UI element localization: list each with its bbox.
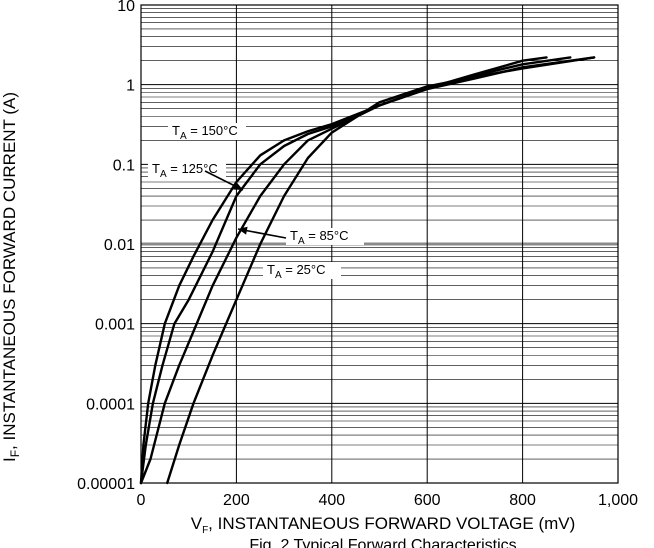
annotation-1: TA = 150°C: [168, 123, 246, 142]
annotation-rest: = 85°C: [305, 228, 349, 243]
x-tick-labels: 0 200 400 600 800 1,000: [137, 492, 639, 509]
y-tick-label: 1: [126, 78, 135, 95]
annotation-main: T: [267, 262, 275, 277]
annotation-background: [263, 262, 341, 279]
y-axis-label-rest: , INSTANTANEOUS FORWARD CURRENT (A): [0, 92, 19, 450]
annotation-2: TA = 125°C: [148, 161, 244, 191]
minor-gridlines: [141, 8, 618, 460]
y-axis-label: IF, INSTANTANEOUS FORWARD CURRENT (A): [0, 92, 22, 462]
annotation-arrowhead: [238, 226, 248, 235]
y-tick-label: 0.00001: [77, 476, 135, 493]
annotation-rest: = 125°C: [167, 161, 218, 176]
annotation-background: [286, 228, 364, 245]
y-tick-label: 0.0001: [86, 396, 135, 413]
series-line: [139, 56, 596, 485]
annotation-label: TA = 125°C: [152, 161, 218, 180]
x-tick-label: 200: [223, 492, 250, 509]
annotation-main: T: [172, 123, 180, 138]
annotation-background: [168, 123, 246, 140]
y-axis-label-sub: F: [8, 450, 22, 457]
annotation-label: TA = 85°C: [290, 228, 349, 247]
x-tick-label: 600: [414, 492, 441, 509]
annotation-background: [148, 161, 226, 178]
y-tick-label: 0.001: [95, 317, 135, 334]
x-axis-label-rest: , INSTANTANEOUS FORWARD VOLTAGE (mV): [208, 514, 575, 533]
x-tick-label: 800: [509, 492, 536, 509]
series-layer: [139, 56, 596, 485]
y-tick-label: 0.01: [104, 237, 135, 254]
curve-annotations: TA = 150°CTA = 125°CTA = 85°CTA = 25°C: [148, 123, 364, 281]
y-axis-label-main: I: [0, 457, 19, 462]
annotation-sub: A: [180, 131, 187, 142]
x-tick-label: 0: [137, 492, 146, 509]
y-tick-labels: 0.00001 0.0001 0.001 0.01 0.1 1 10: [77, 0, 135, 493]
annotation-main: T: [152, 161, 160, 176]
annotation-sub: A: [160, 169, 167, 180]
x-axis-label-sub: F: [202, 525, 208, 536]
annotation-rest: = 150°C: [187, 123, 238, 138]
annotation-main: T: [290, 228, 298, 243]
annotation-4: TA = 25°C: [263, 262, 341, 281]
x-tick-label: 400: [318, 492, 345, 509]
annotation-3: TA = 85°C: [237, 226, 364, 247]
annotation-arrowhead: [233, 182, 243, 190]
annotation-sub: A: [275, 270, 282, 281]
series-line: [165, 56, 596, 485]
y-tick-label: 0.1: [113, 157, 135, 174]
x-tick-label: 1,000: [598, 492, 638, 509]
x-axis-label: VF, INSTANTANEOUS FORWARD VOLTAGE (mV): [191, 514, 576, 536]
annotation-label: TA = 25°C: [267, 262, 326, 281]
annotation-rest: = 25°C: [282, 262, 326, 277]
annotation-sub: A: [298, 236, 305, 247]
series-line: [139, 56, 572, 485]
y-tick-label: 10: [117, 0, 135, 15]
x-axis-label-main: V: [191, 514, 203, 533]
plot-frame: [140, 4, 619, 484]
annotation-label: TA = 150°C: [172, 123, 238, 142]
figure-caption: Fig. 2 Typical Forward Characteristics: [249, 537, 516, 548]
